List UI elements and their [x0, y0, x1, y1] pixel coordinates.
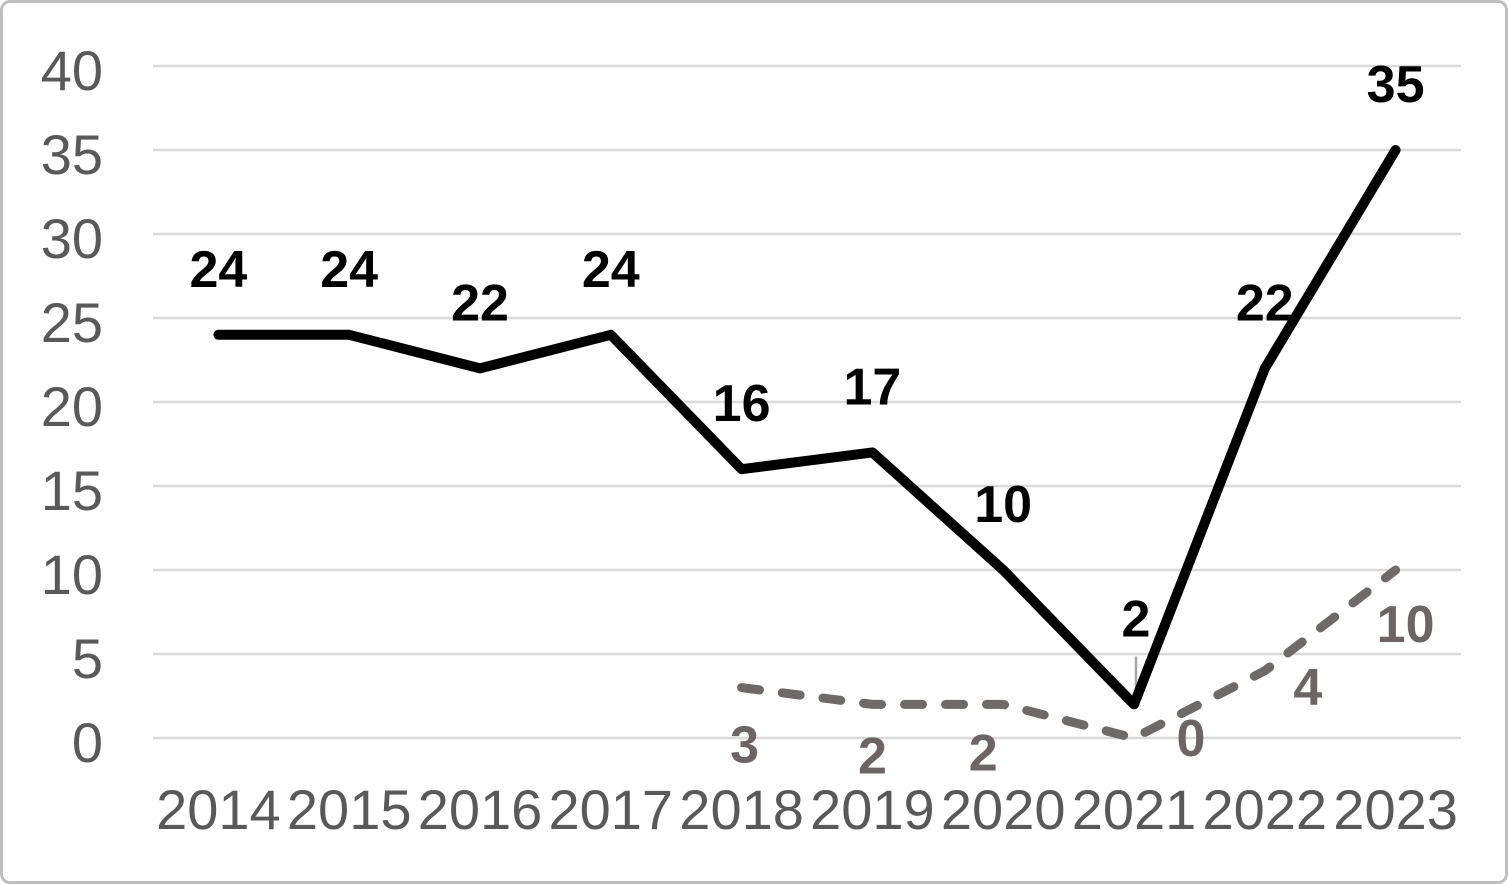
data-label: 3 — [730, 717, 759, 775]
y-axis-tick-label: 20 — [41, 375, 103, 438]
y-axis-tick-label: 30 — [41, 207, 103, 270]
y-axis-tick-label: 40 — [41, 39, 103, 102]
data-label: 2 — [969, 724, 998, 782]
data-label: 24 — [582, 241, 640, 299]
series-lines — [213, 145, 1401, 743]
x-axis-tick-label: 2014 — [156, 778, 281, 841]
data-label: 16 — [713, 375, 771, 433]
y-axis-tick-label: 25 — [41, 291, 103, 354]
series-line-solid — [213, 145, 1401, 710]
data-label: 10 — [1377, 596, 1435, 654]
y-axis-tick-label: 10 — [41, 543, 103, 606]
x-axis-tick-label: 2017 — [549, 778, 674, 841]
data-label: 2 — [1122, 590, 1151, 648]
data-label: 17 — [843, 358, 901, 416]
x-axis-tick-label: 2022 — [1203, 778, 1328, 841]
data-label: 2 — [858, 727, 887, 785]
x-axis-tick-label: 2019 — [810, 778, 935, 841]
data-label: 4 — [1293, 659, 1322, 717]
data-label: 22 — [451, 274, 509, 332]
data-label: 24 — [189, 241, 247, 299]
x-axis-labels: 2014 2015 2016 2017 2018 2019 2020 2021 2022 2023 — [156, 778, 1458, 841]
data-label: 35 — [1367, 56, 1425, 114]
x-axis-tick-label: 2015 — [287, 778, 412, 841]
x-axis-tick-label: 2023 — [1333, 778, 1458, 841]
y-axis-labels: 0 5 10 15 20 25 30 35 40 — [41, 39, 103, 774]
x-axis-tick-label: 2016 — [418, 778, 543, 841]
y-axis-tick-label: 35 — [41, 123, 103, 186]
x-axis-tick-label: 2018 — [679, 778, 804, 841]
data-label: 24 — [320, 241, 378, 299]
y-axis-tick-label: 5 — [72, 627, 103, 690]
x-axis-tick-label: 2021 — [1072, 778, 1197, 841]
data-label: 22 — [1236, 274, 1294, 332]
x-axis-tick-label: 2020 — [941, 778, 1066, 841]
data-label: 10 — [974, 476, 1032, 534]
data-label: 0 — [1177, 710, 1206, 768]
series-line-dashed — [737, 565, 1401, 743]
y-axis-tick-label: 0 — [72, 711, 103, 774]
gridlines — [153, 64, 1461, 740]
y-axis-tick-label: 15 — [41, 459, 103, 522]
